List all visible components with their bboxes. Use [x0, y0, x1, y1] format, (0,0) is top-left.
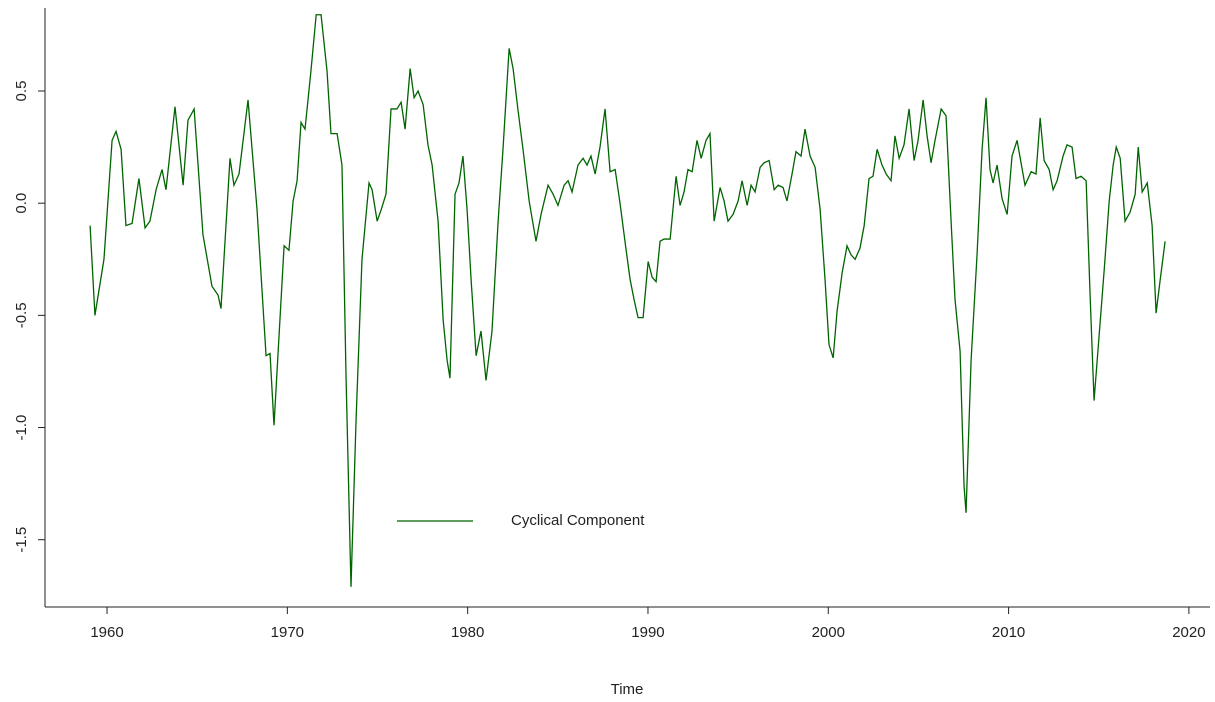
x-tick-label: 2000 — [812, 624, 845, 641]
x-tick-label: 1960 — [90, 624, 123, 641]
y-tick-label: 0.5 — [13, 81, 30, 102]
x-tick-label: 2010 — [992, 624, 1025, 641]
x-tick-label: 2020 — [1172, 624, 1205, 641]
legend-label: Cyclical Component — [511, 512, 645, 529]
x-tick-label: 1970 — [271, 624, 304, 641]
data-line — [89, 14, 1166, 587]
y-tick-label: -1.0 — [13, 415, 30, 441]
x-tick-label: 1980 — [451, 624, 484, 641]
y-tick-label: 0.0 — [13, 193, 30, 214]
y-tick-label: -0.5 — [13, 302, 30, 328]
y-tick-label: -1.5 — [13, 527, 30, 553]
x-axis-label: Time — [611, 681, 644, 698]
x-tick-label: 1990 — [631, 624, 664, 641]
